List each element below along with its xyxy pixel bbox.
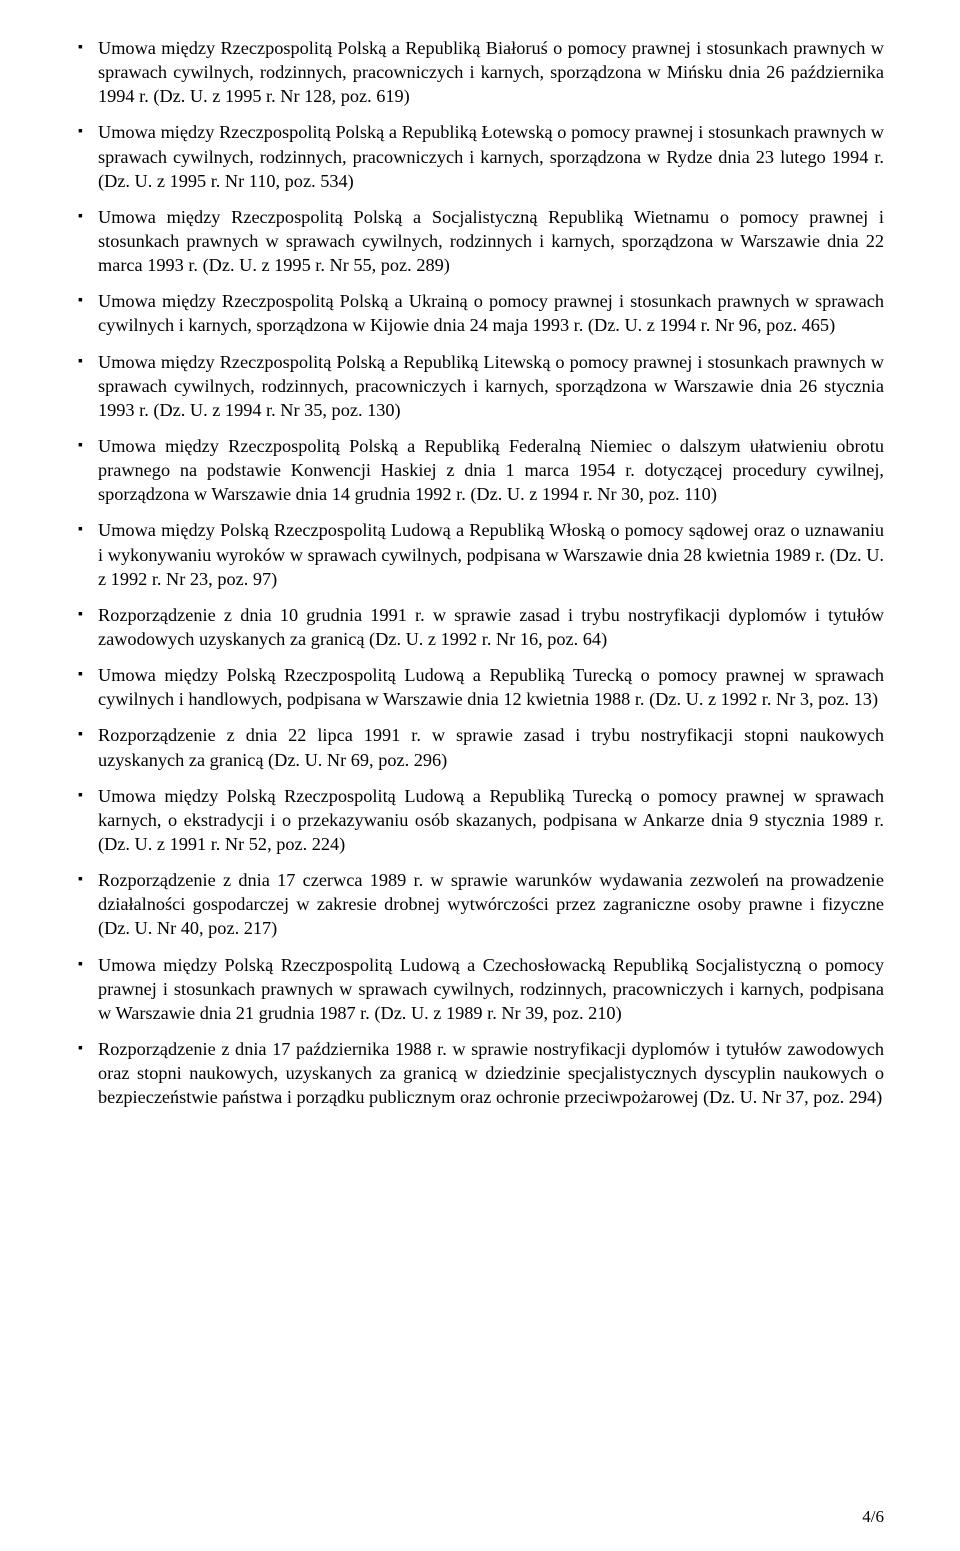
square-bullet-icon: ▪ — [76, 518, 98, 542]
square-bullet-icon: ▪ — [76, 120, 98, 144]
list-item: ▪Umowa między Rzeczpospolitą Polską a Re… — [76, 350, 884, 422]
square-bullet-icon: ▪ — [76, 1037, 98, 1061]
list-item-text: Umowa między Polską Rzeczpospolitą Ludow… — [98, 784, 884, 856]
square-bullet-icon: ▪ — [76, 205, 98, 229]
square-bullet-icon: ▪ — [76, 663, 98, 687]
list-item: ▪Umowa między Polską Rzeczpospolitą Ludo… — [76, 784, 884, 856]
list-item-text: Umowa między Polską Rzeczpospolitą Ludow… — [98, 953, 884, 1025]
square-bullet-icon: ▪ — [76, 953, 98, 977]
list-item-text: Rozporządzenie z dnia 17 czerwca 1989 r.… — [98, 868, 884, 940]
list-item: ▪Rozporządzenie z dnia 17 czerwca 1989 r… — [76, 868, 884, 940]
list-item-text: Umowa między Polską Rzeczpospolitą Ludow… — [98, 518, 884, 590]
square-bullet-icon: ▪ — [76, 603, 98, 627]
list-item: ▪Umowa między Polską Rzeczpospolitą Ludo… — [76, 518, 884, 590]
list-item-text: Rozporządzenie z dnia 17 października 19… — [98, 1037, 884, 1109]
list-item: ▪Umowa między Rzeczpospolitą Polską a Re… — [76, 36, 884, 108]
list-item-text: Rozporządzenie z dnia 22 lipca 1991 r. w… — [98, 723, 884, 771]
list-item: ▪Umowa między Rzeczpospolitą Polską a Re… — [76, 120, 884, 192]
list-item: ▪Umowa między Rzeczpospolitą Polską a So… — [76, 205, 884, 277]
list-item-text: Umowa między Rzeczpospolitą Polską a Soc… — [98, 205, 884, 277]
document-page: ▪Umowa między Rzeczpospolitą Polską a Re… — [0, 0, 960, 1551]
list-item: ▪Umowa między Polską Rzeczpospolitą Ludo… — [76, 663, 884, 711]
list-item-text: Umowa między Polską Rzeczpospolitą Ludow… — [98, 663, 884, 711]
list-item-text: Umowa między Rzeczpospolitą Polską a Rep… — [98, 350, 884, 422]
list-item-text: Rozporządzenie z dnia 10 grudnia 1991 r.… — [98, 603, 884, 651]
list-item: ▪Umowa między Rzeczpospolitą Polską a Uk… — [76, 289, 884, 337]
square-bullet-icon: ▪ — [76, 723, 98, 747]
list-item: ▪Umowa między Rzeczpospolitą Polską a Re… — [76, 434, 884, 506]
list-item-text: Umowa między Rzeczpospolitą Polską a Ukr… — [98, 289, 884, 337]
square-bullet-icon: ▪ — [76, 784, 98, 808]
square-bullet-icon: ▪ — [76, 434, 98, 458]
list-item-text: Umowa między Rzeczpospolitą Polską a Rep… — [98, 434, 884, 506]
list-item: ▪Umowa między Polską Rzeczpospolitą Ludo… — [76, 953, 884, 1025]
square-bullet-icon: ▪ — [76, 289, 98, 313]
square-bullet-icon: ▪ — [76, 36, 98, 60]
list-item: ▪Rozporządzenie z dnia 22 lipca 1991 r. … — [76, 723, 884, 771]
list-item-text: Umowa między Rzeczpospolitą Polską a Rep… — [98, 120, 884, 192]
list-item: ▪Rozporządzenie z dnia 10 grudnia 1991 r… — [76, 603, 884, 651]
list-item: ▪Rozporządzenie z dnia 17 października 1… — [76, 1037, 884, 1109]
square-bullet-icon: ▪ — [76, 350, 98, 374]
square-bullet-icon: ▪ — [76, 868, 98, 892]
page-number: 4/6 — [862, 1507, 884, 1527]
treaty-bullet-list: ▪Umowa między Rzeczpospolitą Polską a Re… — [76, 36, 884, 1109]
list-item-text: Umowa między Rzeczpospolitą Polską a Rep… — [98, 36, 884, 108]
